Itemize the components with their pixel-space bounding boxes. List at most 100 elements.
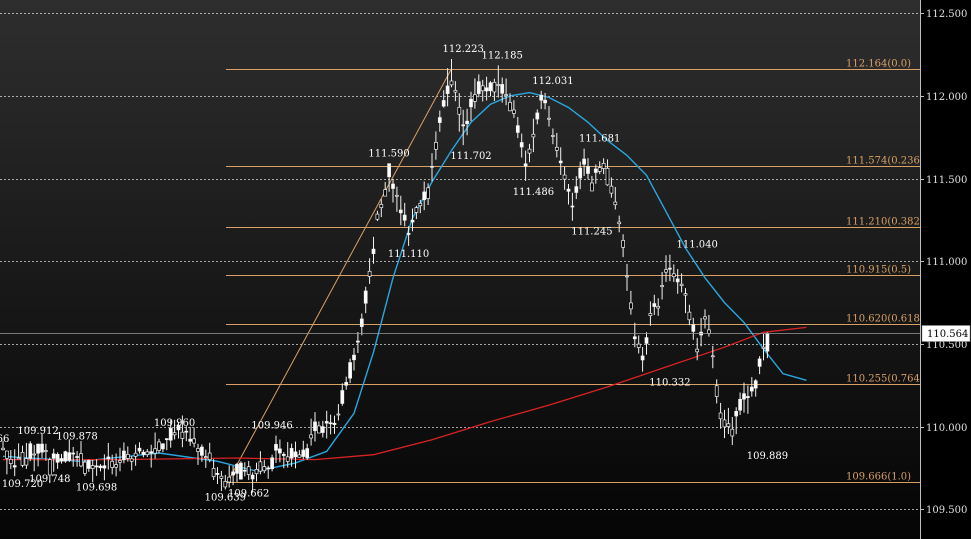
candle-body-up bbox=[98, 465, 103, 469]
candle-body-down bbox=[426, 187, 430, 199]
candle-body-up bbox=[235, 463, 239, 474]
candle-body-up bbox=[484, 87, 489, 92]
candle-body-up bbox=[200, 446, 204, 456]
candle-body-up bbox=[500, 84, 505, 94]
price-annotation: 109.698 bbox=[76, 483, 117, 494]
axis-tick-label: 109.500 bbox=[926, 505, 967, 516]
candle-body-down bbox=[196, 448, 200, 452]
candle-body-up bbox=[75, 456, 79, 458]
candle-body-down bbox=[16, 457, 21, 460]
candle-body-down bbox=[47, 459, 52, 476]
candle-body-down bbox=[367, 270, 372, 277]
price-annotation: 109.960 bbox=[154, 418, 195, 429]
candle-body-down bbox=[473, 94, 477, 102]
candle-body-down bbox=[648, 313, 653, 316]
axis-tick-label: 110.500 bbox=[926, 340, 967, 351]
candle-body-up bbox=[652, 303, 657, 307]
candle-body-up bbox=[164, 438, 169, 440]
candle-body-up bbox=[523, 163, 528, 167]
candle-body-down bbox=[32, 453, 37, 456]
current-price-marker: 110.564 bbox=[0, 325, 971, 342]
candle-body-up bbox=[535, 112, 540, 120]
candle-body-down bbox=[83, 461, 87, 474]
candle-body-up bbox=[539, 94, 544, 101]
price-annotation: 109.639 bbox=[205, 492, 246, 503]
candle-body-up bbox=[363, 290, 368, 304]
price-annotation: 111.040 bbox=[677, 240, 718, 251]
candle-body-up bbox=[328, 422, 333, 425]
candle-body-down bbox=[129, 458, 134, 462]
candle-body-down bbox=[527, 148, 532, 154]
candle-body-up bbox=[63, 451, 68, 462]
candle-body-up bbox=[371, 248, 376, 254]
price-annotation: 109.878 bbox=[56, 432, 97, 443]
candle-body-up bbox=[691, 324, 696, 332]
price-axis-ticks: 112.500 112.000 111.500 111.000 110.500 110.0… bbox=[920, 9, 967, 516]
candle-body-up bbox=[738, 398, 742, 411]
candle-body-down bbox=[629, 302, 633, 310]
price-annotation: 109.889 bbox=[747, 451, 788, 462]
candle-body-up bbox=[215, 473, 220, 475]
candle-body-up bbox=[281, 453, 286, 456]
price-annotation: 111.110 bbox=[388, 249, 429, 260]
candle-body-down bbox=[636, 343, 641, 348]
axis-tick-label: 111.500 bbox=[926, 175, 967, 186]
candle-body-down bbox=[203, 456, 208, 459]
candle-body-down bbox=[79, 453, 83, 467]
candle-body-down bbox=[207, 452, 212, 460]
candle-body-up bbox=[430, 165, 434, 168]
candle-body-down bbox=[590, 182, 594, 192]
candle-body-up bbox=[71, 452, 76, 455]
candle-body-down bbox=[395, 194, 399, 197]
candle-body-down bbox=[480, 85, 485, 92]
candle-body-down bbox=[664, 269, 668, 273]
candle-body-up bbox=[387, 163, 391, 178]
candle-body-down bbox=[44, 450, 48, 452]
candle-body-up bbox=[746, 396, 750, 398]
candle-body-up bbox=[543, 99, 547, 104]
candle-body-down bbox=[496, 84, 501, 86]
candle-body-up bbox=[266, 467, 271, 470]
candle-body-up bbox=[488, 82, 493, 92]
candle-body-down bbox=[621, 240, 625, 248]
candle-body-up bbox=[168, 427, 173, 441]
candle-body-down bbox=[617, 221, 622, 225]
candle-body-down bbox=[613, 201, 618, 206]
candle-body-down bbox=[5, 450, 9, 459]
candle-body-down bbox=[90, 465, 95, 469]
candle-body-up bbox=[765, 332, 770, 352]
candle-body-down bbox=[20, 452, 25, 466]
candle-body-down bbox=[24, 458, 29, 466]
candle-body-down bbox=[223, 481, 228, 488]
candle-body-down bbox=[110, 460, 115, 468]
candle-body-up bbox=[184, 430, 189, 433]
candle-body-up bbox=[593, 168, 598, 173]
price-annotation: 112.185 bbox=[482, 50, 523, 61]
price-annotation: 112.223 bbox=[443, 44, 484, 55]
price-annotation: 109.662 bbox=[228, 488, 269, 499]
price-annotation: 109.720 bbox=[2, 479, 43, 490]
candle-body-down bbox=[180, 431, 185, 439]
candle-body-down bbox=[379, 204, 384, 209]
candle-body-down bbox=[554, 146, 559, 151]
price-annotation: 110.332 bbox=[649, 378, 690, 389]
candle-body-up bbox=[176, 424, 181, 431]
candle-body-down bbox=[172, 432, 177, 436]
candle-body-up bbox=[406, 233, 411, 235]
candle-body-down bbox=[492, 81, 497, 93]
candle-body-down bbox=[714, 385, 719, 397]
candle-body-down bbox=[1, 447, 5, 451]
candle-body-up bbox=[274, 444, 278, 451]
candle-body-up bbox=[640, 355, 645, 361]
candle-body-up bbox=[293, 451, 298, 458]
candle-body-down bbox=[192, 438, 196, 444]
candle-body-up bbox=[188, 438, 193, 442]
current-price-label: 110.564 bbox=[927, 329, 968, 340]
candle-body-down bbox=[383, 189, 388, 197]
candle-body-up bbox=[437, 117, 442, 123]
price-annotation: 66 bbox=[0, 434, 9, 445]
price-annotation: 111.486 bbox=[513, 187, 554, 198]
candle-body-down bbox=[254, 469, 259, 475]
axis-tick-label: 110.000 bbox=[926, 423, 967, 434]
candle-body-up bbox=[51, 453, 56, 459]
